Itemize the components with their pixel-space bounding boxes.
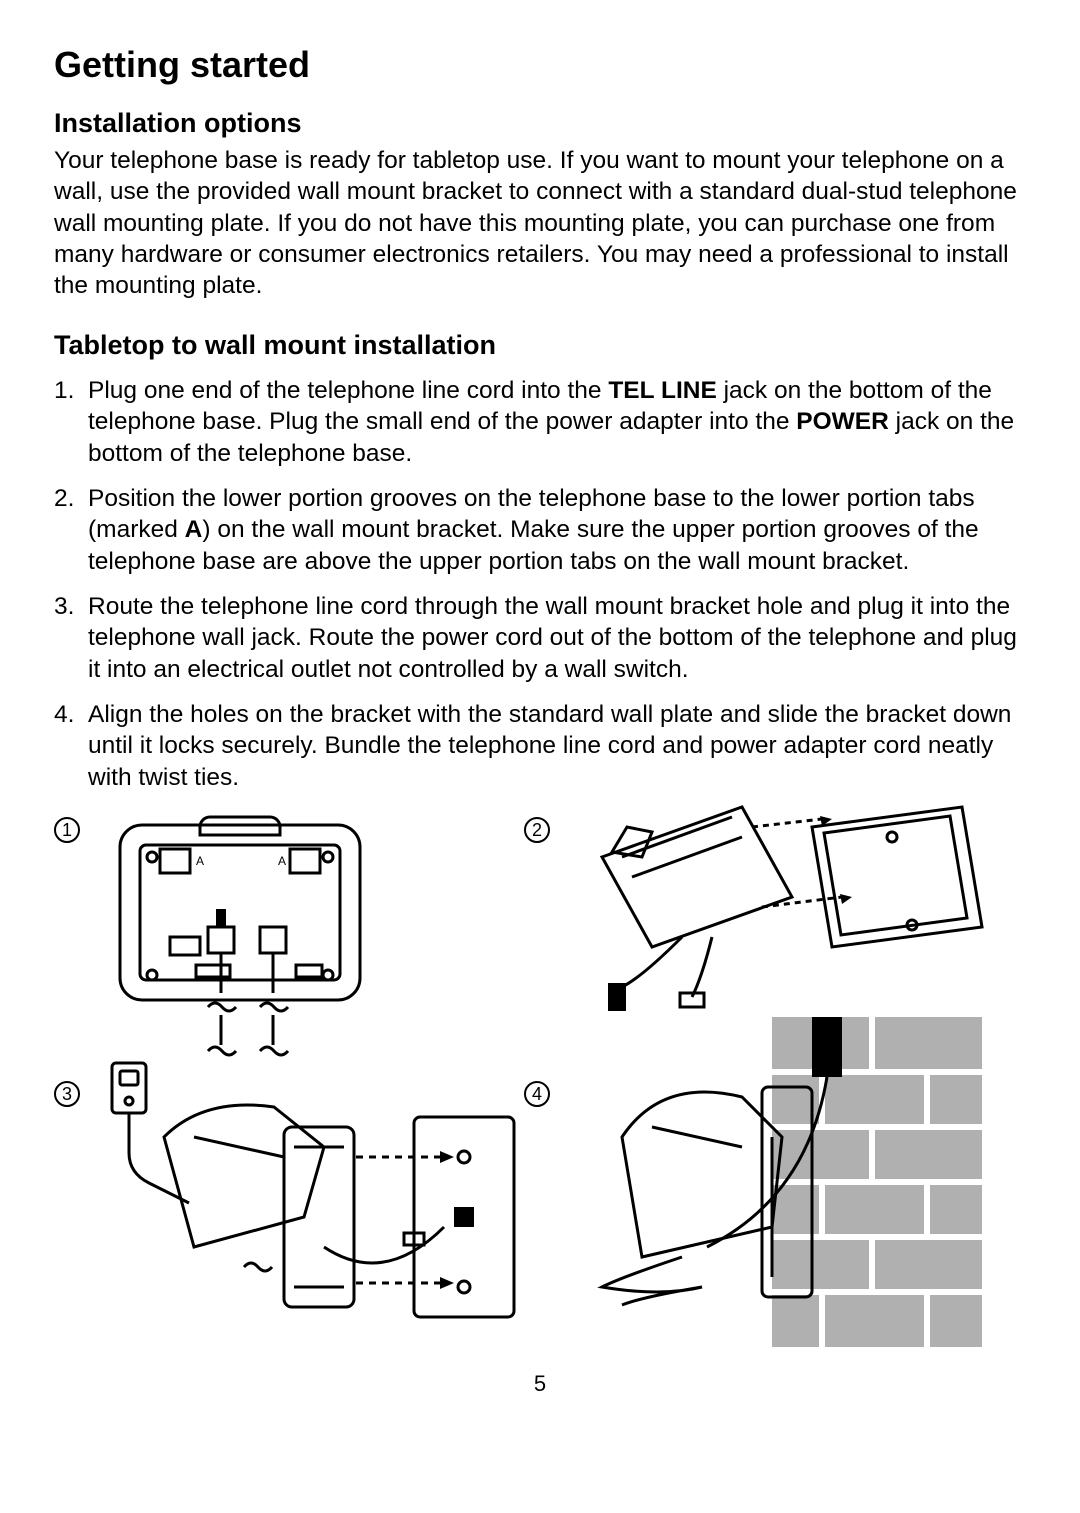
diagram-marker-1: 1 — [54, 817, 80, 843]
step-3: Route the telephone line cord through th… — [54, 591, 1026, 685]
section-wall-mount-heading: Tabletop to wall mount installation — [54, 330, 1026, 361]
diagram-panel-3 — [94, 1057, 524, 1357]
page-number: 5 — [54, 1371, 1026, 1397]
section-installation-options-body: Your telephone base is ready for tableto… — [54, 145, 1026, 302]
diagram-marker-4: 4 — [524, 1081, 550, 1107]
diagram-panel-4 — [562, 1017, 992, 1357]
diagram-panel-1: AA — [100, 807, 400, 1077]
page-title: Getting started — [54, 44, 1026, 86]
section-installation-options-heading: Installation options — [54, 108, 1026, 139]
svg-text:A: A — [196, 854, 204, 868]
steps-list: Plug one end of the telephone line cord … — [54, 375, 1026, 793]
manual-page: Getting started Installation options You… — [0, 0, 1080, 1427]
diagram-marker-2: 2 — [524, 817, 550, 843]
step-4: Align the holes on the bracket with the … — [54, 699, 1026, 793]
step-1: Plug one end of the telephone line cord … — [54, 375, 1026, 469]
diagram-grid: 1 2 3 4 AA — [54, 807, 1026, 1367]
step-2: Position the lower portion grooves on th… — [54, 483, 1026, 577]
diagram-panel-2 — [562, 797, 1002, 1037]
svg-text:A: A — [278, 854, 286, 868]
diagram-marker-3: 3 — [54, 1081, 80, 1107]
